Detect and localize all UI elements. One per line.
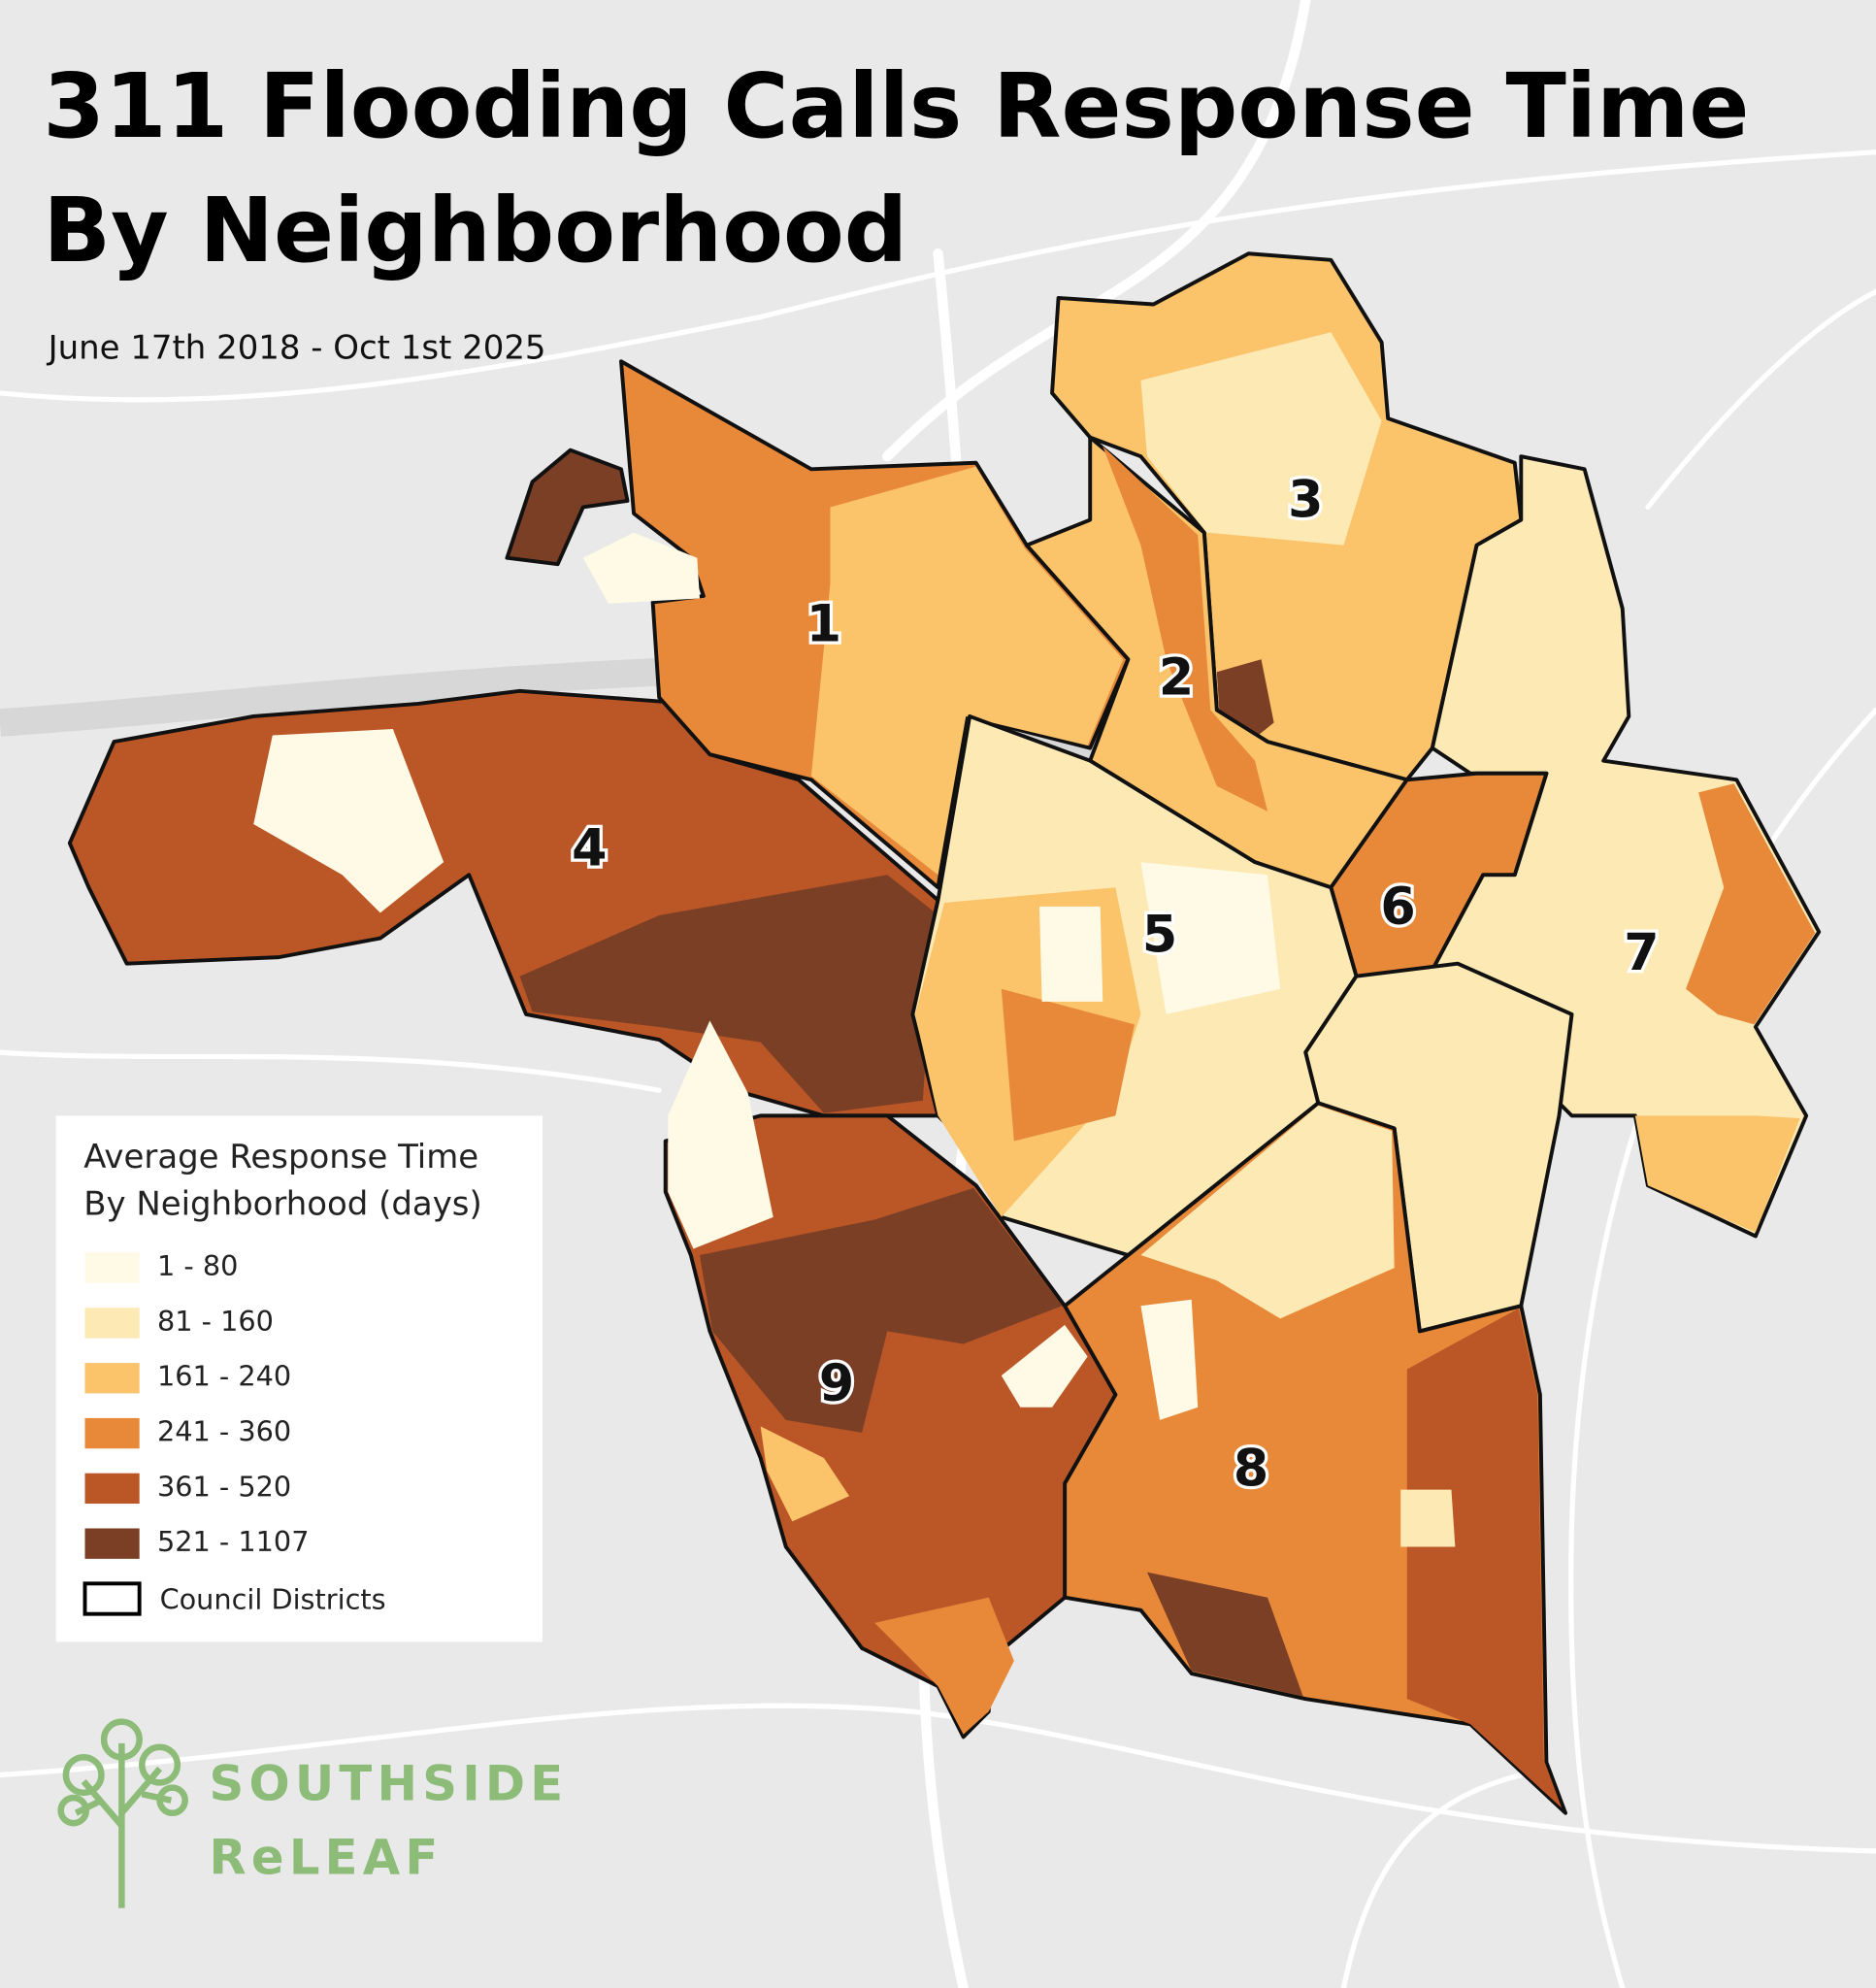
neighborhood (1140, 1299, 1199, 1420)
district-label: 3 (1288, 472, 1323, 530)
legend-label: 241 - 360 (157, 1415, 291, 1448)
neighborhood (874, 1597, 1014, 1735)
legend-swatch (84, 1417, 140, 1449)
legend-label: 1 - 80 (157, 1249, 238, 1282)
neighborhood (1147, 1572, 1303, 1697)
logo-tree (57, 1718, 188, 1908)
district-label: 4 (572, 820, 607, 878)
neighborhood (1140, 332, 1382, 546)
road (1340, 1772, 1524, 1988)
road (882, 0, 1311, 462)
road (1645, 288, 1876, 511)
neighborhood (668, 1020, 773, 1249)
district-label: 1 (806, 596, 841, 654)
neighborhood (1406, 1308, 1563, 1808)
neighborhood (1634, 1115, 1800, 1233)
neighborhood (1001, 1324, 1088, 1408)
neighborhood (505, 447, 630, 567)
neighborhood (1140, 862, 1281, 1014)
district-label: 8 (1234, 1440, 1268, 1498)
legend-label: Council Districts (160, 1583, 386, 1616)
legend-label: 361 - 520 (157, 1470, 291, 1503)
road (0, 149, 1876, 403)
legend-swatch (84, 1473, 140, 1505)
district-label: 6 (1380, 878, 1415, 937)
neighborhood (1038, 906, 1103, 1002)
subtitle: June 17th 2018 - Oct 1st 2025 (47, 329, 546, 368)
district-label: 7 (1624, 924, 1659, 982)
neighborhood (1686, 783, 1816, 1025)
legend-title: Average Response Time (83, 1138, 478, 1176)
neighborhood (1140, 1105, 1395, 1319)
neighborhood (810, 466, 1124, 876)
district-label: 2 (1159, 648, 1194, 707)
logo: SOUTHSIDE ReLEAF (57, 1718, 569, 1908)
title-line: 311 Flooding Calls Response Time (43, 54, 1749, 158)
legend: Average Response Time By Neighborhood (d… (55, 1115, 543, 1642)
district-label: 9 (819, 1355, 854, 1413)
legend-title: By Neighborhood (days) (83, 1184, 482, 1223)
neighborhood (699, 1187, 1063, 1433)
legend-swatch (82, 1581, 142, 1616)
logo-text: ReLEAF (210, 1829, 444, 1885)
district-labels: 1 2 3 4 5 6 7 8 9 (569, 468, 1662, 1501)
legend-swatch (84, 1252, 140, 1283)
neighborhood (760, 1426, 850, 1522)
legend-swatch (84, 1308, 140, 1339)
district-label: 5 (1142, 907, 1177, 965)
neighborhood (253, 729, 444, 913)
legend-label: 81 - 160 (157, 1305, 274, 1338)
road (0, 1703, 1876, 1854)
logo-text: SOUTHSIDE (210, 1756, 569, 1812)
legend-swatch (84, 1363, 140, 1394)
neighborhood (1103, 446, 1268, 812)
neighborhood (519, 875, 936, 1113)
road (0, 1049, 662, 1093)
neighborhood (1001, 988, 1135, 1142)
title-line: By Neighborhood (43, 179, 907, 282)
legend-label: 161 - 240 (157, 1360, 291, 1393)
neighborhoods (67, 251, 1822, 1815)
legend-label: 521 - 1107 (157, 1525, 310, 1558)
legend-swatch (84, 1528, 140, 1559)
neighborhood (582, 532, 700, 604)
neighborhood (1400, 1489, 1456, 1547)
